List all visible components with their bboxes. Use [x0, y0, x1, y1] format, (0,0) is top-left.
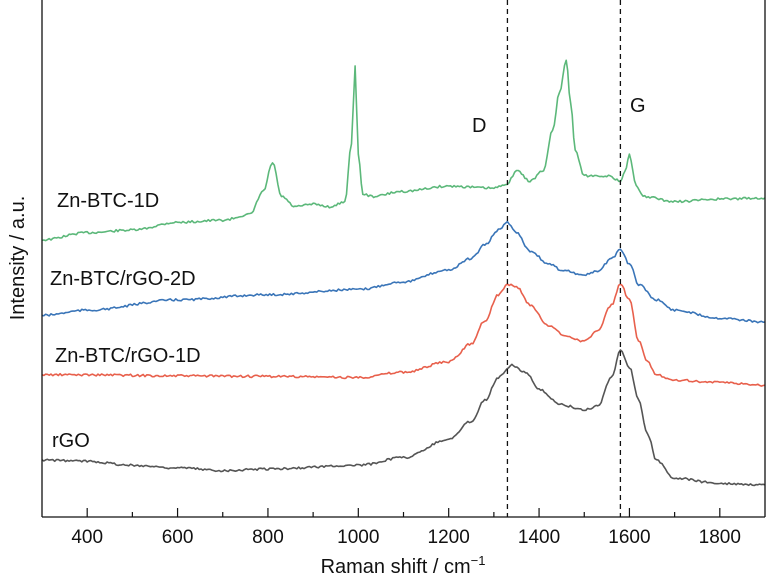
x-tick-label: 600: [162, 527, 194, 548]
x-tick-label: 1600: [608, 527, 650, 548]
series-line-zn-btc-1d: [41, 59, 766, 242]
series-label-zn-btc-rgo-2d: Zn-BTC/rGO-2D: [50, 268, 196, 290]
x-axis-title-text: Raman shift / cm: [321, 556, 471, 578]
series-line-rgo: [41, 349, 766, 487]
x-axis-title: Raman shift / cm−1: [321, 553, 486, 578]
series-label-zn-btc-1d: Zn-BTC-1D: [57, 190, 159, 212]
x-tick-label: 400: [71, 527, 103, 548]
x-tick-label: 1400: [518, 527, 560, 548]
x-ticks: 400 600 800 1000 1200 1400 1600 1800: [71, 508, 741, 548]
x-tick-label: 1000: [337, 527, 379, 548]
series-curves: [41, 59, 766, 487]
x-axis-title-superscript: −1: [471, 553, 486, 568]
series-line-zn-btc-rgo-1d: [41, 283, 766, 387]
reference-lines: [506, 0, 622, 517]
x-tick-label: 1200: [428, 527, 470, 548]
peak-label-d: D: [472, 115, 486, 137]
y-axis-title: Intensity / a.u.: [7, 196, 29, 321]
x-tick-label: 800: [252, 527, 284, 548]
series-label-zn-btc-rgo-1d: Zn-BTC/rGO-1D: [55, 345, 201, 367]
series-line-zn-btc-rgo-2d: [41, 220, 766, 324]
series-label-rgo: rGO: [52, 430, 90, 452]
peak-label-g: G: [630, 95, 646, 117]
x-tick-label: 1800: [699, 527, 741, 548]
